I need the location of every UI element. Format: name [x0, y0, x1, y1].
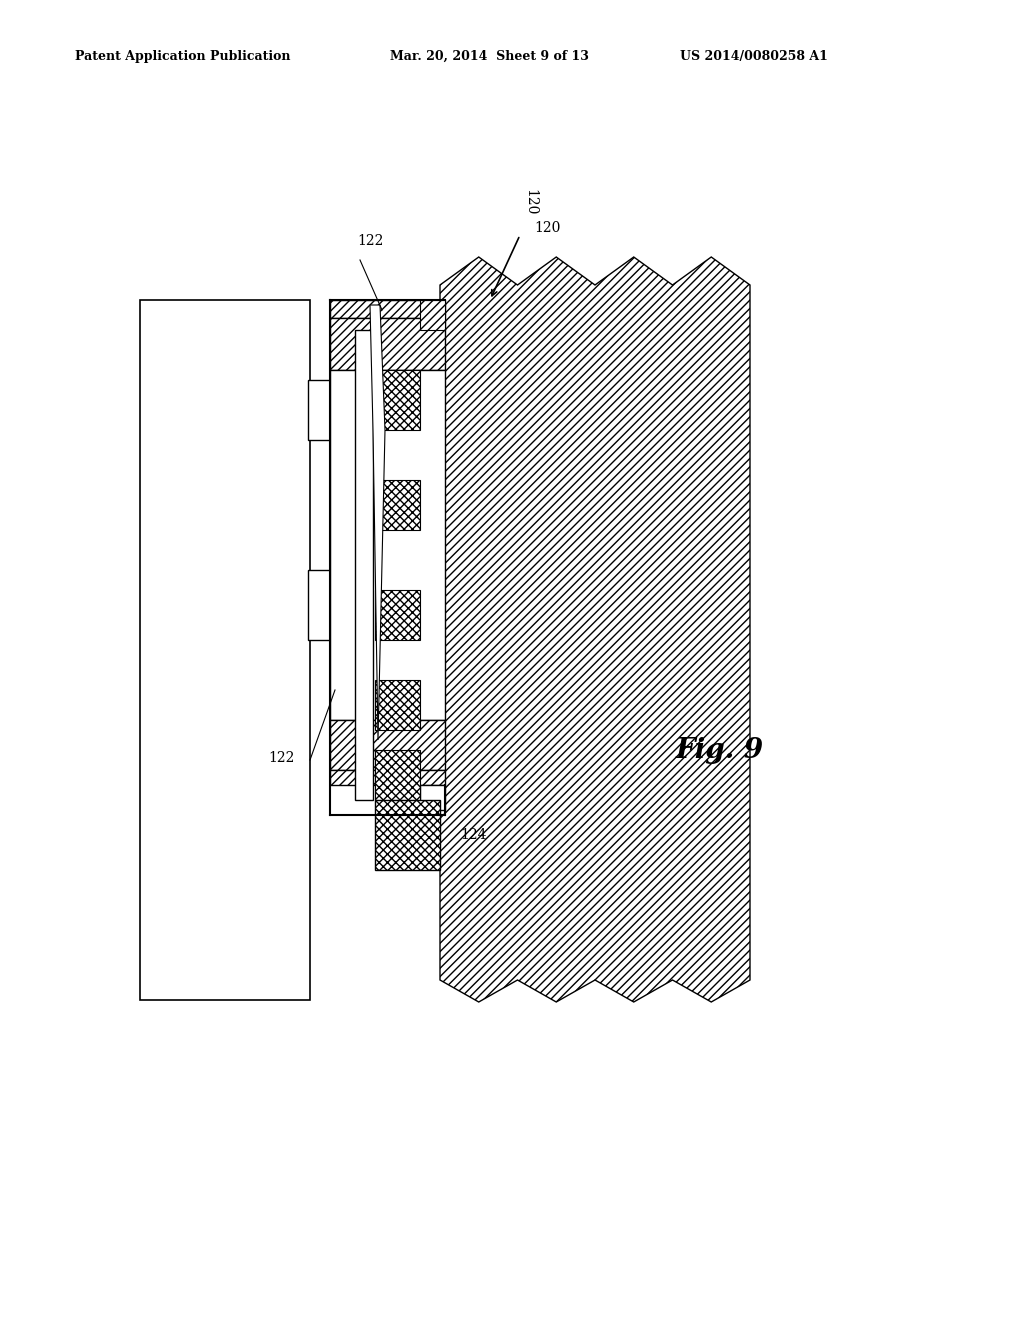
- Text: Fig. 9: Fig. 9: [676, 737, 764, 763]
- Bar: [375, 800, 440, 870]
- Bar: [330, 300, 445, 318]
- Bar: [375, 680, 420, 730]
- Bar: [375, 590, 420, 640]
- Bar: [375, 370, 420, 430]
- Bar: [308, 380, 330, 440]
- Text: 120: 120: [523, 189, 537, 215]
- Bar: [330, 318, 445, 370]
- Text: 120: 120: [534, 220, 560, 235]
- Bar: [375, 480, 420, 531]
- Text: 122: 122: [268, 751, 295, 766]
- Bar: [330, 370, 445, 719]
- Bar: [420, 785, 445, 810]
- Polygon shape: [370, 305, 385, 741]
- Bar: [420, 300, 445, 330]
- Text: Patent Application Publication: Patent Application Publication: [75, 50, 291, 63]
- Bar: [375, 750, 420, 800]
- Bar: [308, 570, 330, 640]
- Bar: [355, 330, 373, 800]
- Text: 122: 122: [357, 234, 383, 248]
- Polygon shape: [440, 257, 750, 1002]
- Text: Mar. 20, 2014  Sheet 9 of 13: Mar. 20, 2014 Sheet 9 of 13: [390, 50, 589, 63]
- Text: 124: 124: [460, 828, 486, 842]
- Bar: [330, 719, 445, 770]
- Bar: [140, 300, 310, 1001]
- Bar: [330, 770, 445, 785]
- Text: US 2014/0080258 A1: US 2014/0080258 A1: [680, 50, 827, 63]
